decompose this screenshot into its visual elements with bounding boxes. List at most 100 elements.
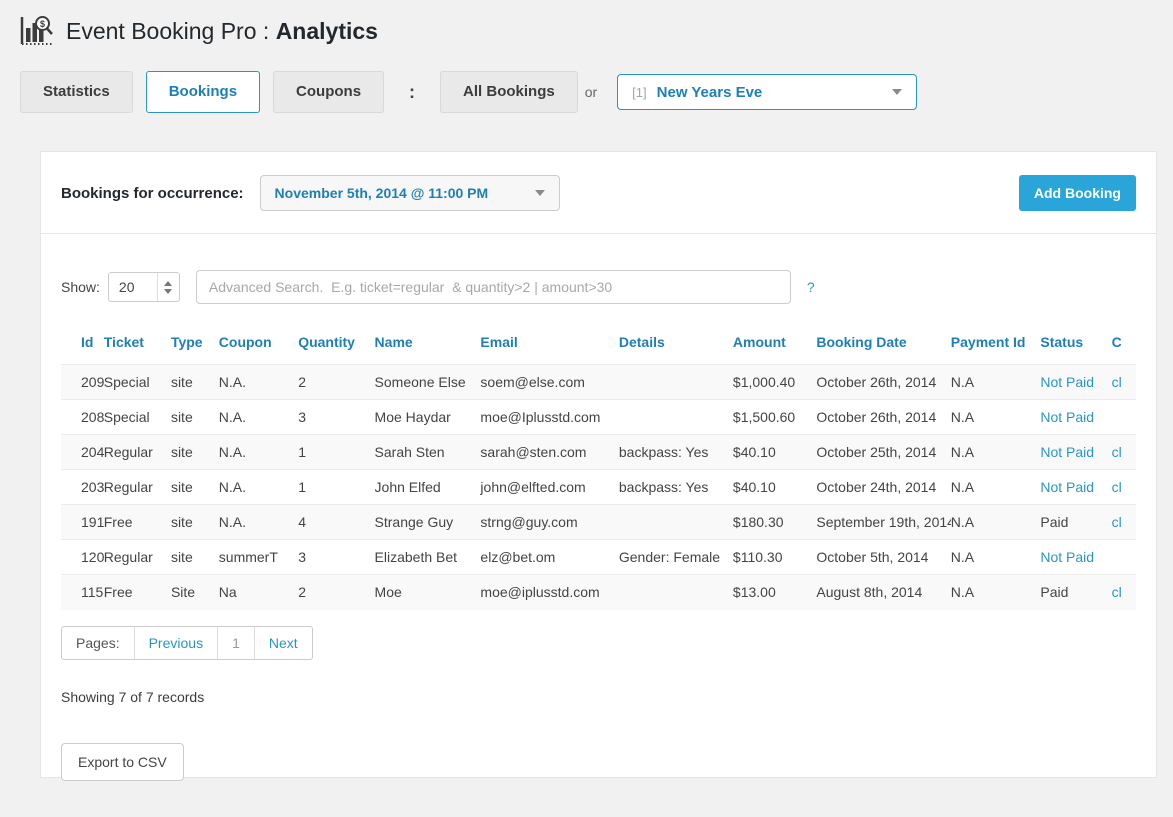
analytics-magnifier-icon: $ — [18, 14, 56, 48]
cell-type: site — [170, 444, 193, 460]
col-booking_date[interactable]: Booking Date — [816, 334, 907, 350]
table-row: 209 Special site N.A. 2 Someone Else soem@else… — [61, 364, 1136, 400]
cell-coupon: N.A. — [218, 374, 247, 390]
cell-amount: $1,500.60 — [732, 409, 796, 425]
col-payment_id[interactable]: Payment Id — [950, 334, 1026, 350]
cell-coupon: N.A. — [218, 514, 247, 530]
cell-ticket: Free — [103, 584, 133, 601]
cell-id: 115 — [81, 584, 104, 601]
cell-payment_id: N.A — [950, 584, 975, 601]
cell-amount: $1,000.40 — [732, 374, 796, 390]
occurrence-select[interactable]: November 5th, 2014 @ 11:00 PM — [259, 175, 560, 211]
col-quantity[interactable]: Quantity — [298, 334, 355, 350]
cell-quantity: 2 — [298, 584, 306, 601]
cell-status[interactable]: Not Paid — [1040, 479, 1095, 495]
occurrence-label: Bookings for occurrence: — [61, 184, 244, 202]
col-type[interactable]: Type — [170, 334, 203, 350]
or-label: or — [584, 84, 598, 100]
col-name[interactable]: Name — [374, 334, 413, 350]
cell-ticket: Regular — [103, 479, 153, 495]
cell-email: strng@guy.com — [480, 514, 578, 530]
tab-statistics[interactable]: Statistics — [20, 71, 133, 113]
cell-change[interactable]: cl — [1111, 444, 1122, 460]
cell-id: 209 — [81, 374, 104, 390]
records-summary: Showing 7 of 7 records — [61, 688, 205, 705]
cell-change[interactable]: cl — [1111, 479, 1122, 495]
table-row: 191 Free site N.A. 4 Strange Guy strng@guy.com… — [61, 504, 1136, 540]
col-id[interactable]: Id — [81, 334, 94, 350]
next-page-button[interactable]: Next — [253, 626, 312, 659]
cell-status[interactable]: Not Paid — [1040, 374, 1095, 390]
cell-change[interactable]: cl — [1111, 514, 1122, 530]
cell-name: Someone Else — [374, 374, 466, 390]
cell-type: site — [170, 479, 193, 495]
col-coupon[interactable]: Coupon — [218, 334, 272, 350]
table-row: 203 Regular site N.A. 1 John Elfed john@elfted… — [61, 469, 1136, 505]
col-ticket[interactable]: Ticket — [103, 334, 144, 350]
tab-bookings[interactable]: Bookings — [145, 71, 261, 113]
chevron-down-icon — [892, 89, 903, 95]
cell-name: Sarah Sten — [374, 444, 445, 460]
pagination: Pages: Previous 1 Next — [61, 625, 313, 660]
cell-details: Gender: Female — [618, 549, 721, 565]
cell-details: backpass: Yes — [618, 444, 709, 460]
cell-name: Elizabeth Bet — [374, 549, 458, 565]
cell-change — [1112, 400, 1136, 435]
event-select-index: [1] — [632, 84, 647, 100]
add-booking-button[interactable]: Add Booking — [1018, 175, 1136, 211]
tab-coupons[interactable]: Coupons — [273, 71, 385, 113]
all-bookings-button[interactable]: All Bookings — [440, 71, 578, 113]
show-count-value: 20 — [118, 279, 135, 295]
col-change[interactable]: C — [1111, 334, 1122, 350]
cell-details — [619, 400, 733, 435]
cell-name: Strange Guy — [374, 514, 454, 530]
page-number[interactable]: 1 — [217, 626, 254, 659]
event-select[interactable]: [1] New Years Eve — [617, 74, 918, 110]
cell-coupon: N.A. — [218, 479, 247, 495]
cell-amount: $180.30 — [732, 514, 784, 530]
bookings-panel: Bookings for occurrence: November 5th, 2… — [40, 151, 1157, 781]
col-amount[interactable]: Amount — [732, 334, 786, 350]
chevron-down-icon — [534, 190, 545, 196]
svg-text:$: $ — [40, 19, 45, 29]
col-details[interactable]: Details — [618, 334, 665, 350]
cell-payment_id: N.A — [950, 409, 975, 425]
export-csv-button[interactable]: Export to CSV — [61, 742, 184, 781]
cell-email: soem@else.com — [480, 374, 585, 390]
cell-payment_id: N.A — [950, 374, 975, 390]
cell-ticket: Special — [103, 409, 150, 425]
cell-name: John Elfed — [374, 479, 441, 495]
show-search-row: Show: 20 ? — [61, 270, 1136, 304]
cell-id: 204 — [81, 444, 104, 460]
cell-type: site — [170, 374, 193, 390]
cell-change[interactable]: cl — [1111, 374, 1122, 390]
cell-booking_date: October 26th, 2014 — [816, 409, 937, 425]
cell-payment_id: N.A — [950, 479, 975, 495]
cell-change[interactable]: cl — [1111, 584, 1122, 601]
cell-booking_date: October 25th, 2014 — [816, 444, 937, 460]
cell-email: john@elfted.com — [480, 479, 586, 495]
cell-details: backpass: Yes — [618, 479, 709, 495]
cell-status[interactable]: Not Paid — [1040, 444, 1095, 460]
stepper-arrows-icon — [156, 273, 179, 301]
cell-amount: $40.10 — [732, 479, 776, 495]
cell-id: 208 — [81, 409, 104, 425]
occurrence-select-value: November 5th, 2014 @ 11:00 PM — [274, 185, 489, 201]
page-title: Event Booking Pro : Analytics — [66, 17, 378, 44]
previous-page-button[interactable]: Previous — [133, 626, 217, 659]
cell-booking_date: October 5th, 2014 — [816, 549, 929, 565]
cell-status[interactable]: Not Paid — [1040, 549, 1095, 565]
col-email[interactable]: Email — [480, 334, 518, 350]
cell-id: 120 — [81, 549, 104, 565]
cell-ticket: Special — [103, 374, 150, 390]
show-count-select[interactable]: 20 — [107, 272, 180, 302]
cell-payment_id: N.A — [950, 549, 975, 565]
cell-status[interactable]: Not Paid — [1040, 409, 1095, 425]
cell-details — [619, 365, 733, 400]
table-row: 204 Regular site N.A. 1 Sarah Sten sarah@sten.… — [61, 434, 1136, 470]
col-status[interactable]: Status — [1040, 334, 1084, 350]
search-help-link[interactable]: ? — [806, 279, 815, 295]
cell-payment_id: N.A — [950, 444, 975, 460]
advanced-search-input[interactable] — [195, 270, 791, 304]
table-header-row: Id Ticket Type Coupon Quantity Name Email Detai… — [61, 328, 1136, 365]
